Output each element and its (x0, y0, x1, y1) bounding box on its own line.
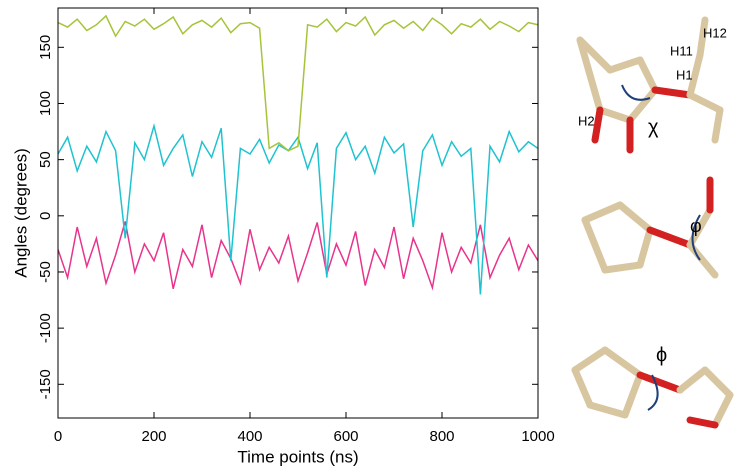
x-tick-label: 0 (54, 428, 62, 445)
annotation: φ (690, 216, 702, 236)
y-tick-label: -150 (37, 369, 54, 399)
series-line (58, 16, 538, 151)
y-tick-label: -50 (37, 261, 54, 283)
chart: Angles (degrees) Time points (ns) -150 -1… (0, 0, 742, 468)
annotation: H11 (670, 43, 693, 58)
x-tick-label: 800 (429, 428, 454, 445)
x-axis-label: Time points (ns) (237, 447, 358, 466)
annotation: H1 (676, 67, 693, 82)
annotation: ϕ (656, 344, 667, 366)
plot-frame (58, 8, 538, 418)
x-tick-label: 600 (333, 428, 358, 445)
y-tick-label: 50 (37, 151, 54, 168)
x-tick-label: 1000 (521, 428, 554, 445)
series-line (58, 221, 538, 288)
x-tick-label: 200 (141, 428, 166, 445)
series-line (58, 126, 538, 295)
y-tick-label: 100 (37, 91, 54, 116)
y-tick-label: 0 (37, 212, 54, 220)
y-tick-label: 150 (37, 35, 54, 60)
y-tick-label: -100 (37, 313, 54, 343)
annotation: H12 (703, 25, 727, 40)
annotation: χ (648, 116, 659, 138)
y-axis-label: Angles (degrees) (11, 148, 30, 277)
annotation: H2 (578, 113, 595, 128)
molecule-images (575, 20, 730, 425)
x-tick-label: 400 (237, 428, 262, 445)
